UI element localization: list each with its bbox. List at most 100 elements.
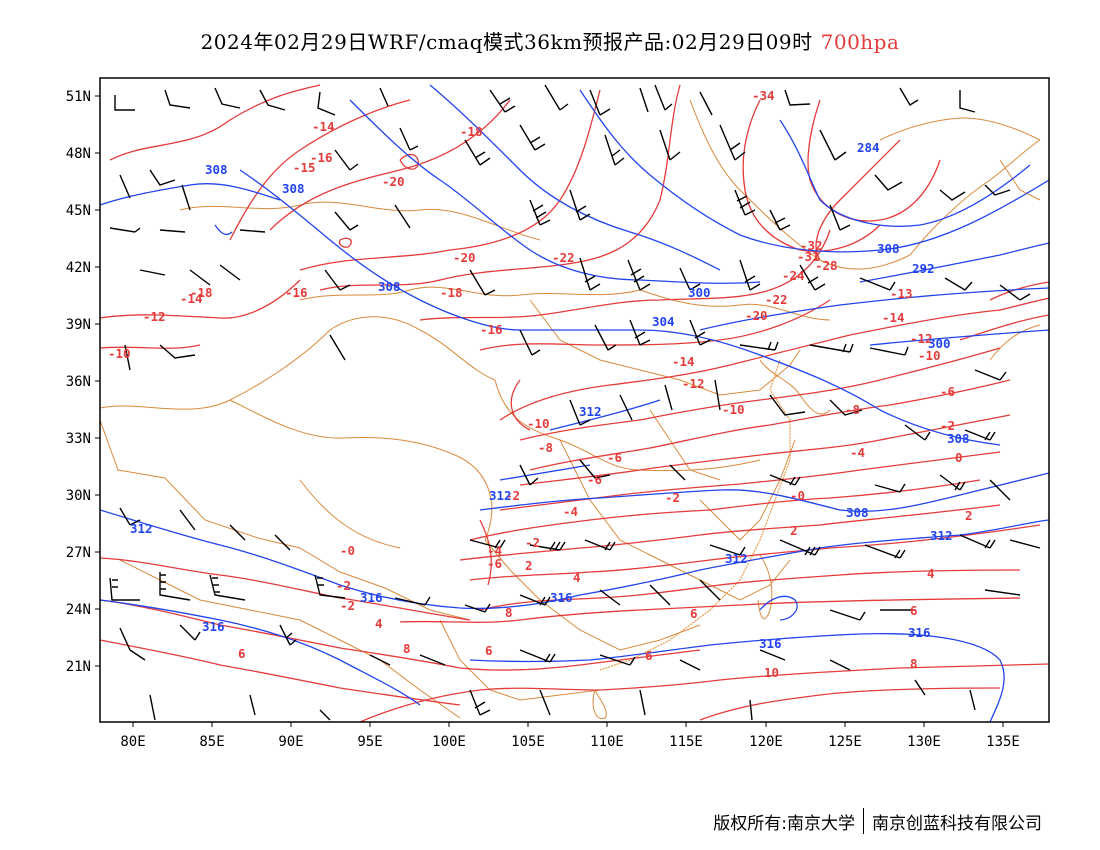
temp-label: 2 xyxy=(525,558,533,573)
map-layers: -34 -14 -18 -16 -15 -20 -22 -20 -18 -32 … xyxy=(100,84,1049,722)
temp-label: -4 xyxy=(563,504,578,519)
temp-label: -14 xyxy=(672,354,695,369)
temp-label: 8 xyxy=(505,605,513,620)
temp-label: -14 xyxy=(180,291,203,306)
temp-label: -14 xyxy=(882,310,905,325)
height-label: 316 xyxy=(759,636,782,651)
temp-label: -16 xyxy=(310,150,333,165)
height-label: 308 xyxy=(877,241,900,256)
temp-label: -16 xyxy=(480,322,503,337)
temp-label: 6 xyxy=(238,646,246,661)
temp-label: 8 xyxy=(403,641,411,656)
temp-label: -4 xyxy=(850,445,865,460)
lat-label: 33N xyxy=(66,431,91,447)
credit-separator xyxy=(863,808,864,834)
lat-label: 51N xyxy=(66,89,91,105)
plot-frame xyxy=(99,77,1050,723)
height-label: 312 xyxy=(930,528,953,543)
temp-label: 2 xyxy=(965,508,973,523)
temp-label: -0 xyxy=(790,488,805,503)
height-label: 312 xyxy=(489,488,512,503)
height-label-group: 284 308 308 308 292 300 308 304 300 312 … xyxy=(130,140,970,651)
temp-label: -18 xyxy=(460,124,483,139)
temp-label: -14 xyxy=(312,119,335,134)
height-label: 308 xyxy=(378,279,401,294)
height-label: 284 xyxy=(857,140,880,155)
temp-label: -28 xyxy=(815,258,838,273)
lon-label: 105E xyxy=(511,734,545,750)
temp-label: -2 xyxy=(525,535,540,550)
temp-label: -10 xyxy=(108,346,131,361)
temp-label: -0 xyxy=(340,543,355,558)
lat-label: 36N xyxy=(66,374,91,390)
lon-label: 125E xyxy=(828,734,862,750)
temp-label: -20 xyxy=(382,174,405,189)
temp-label: 8 xyxy=(910,656,918,671)
lon-label: 90E xyxy=(278,734,303,750)
lat-label: 24N xyxy=(66,602,91,618)
temp-label: 2 xyxy=(790,523,798,538)
temp-label: -34 xyxy=(752,88,775,103)
height-label: 316 xyxy=(360,590,383,605)
temp-label: -18 xyxy=(190,285,213,300)
lon-label: 95E xyxy=(357,734,382,750)
height-label: 312 xyxy=(579,404,602,419)
height-label: 312 xyxy=(725,551,748,566)
height-label: 316 xyxy=(550,590,573,605)
temp-label: -2 xyxy=(336,578,351,593)
height-label: 308 xyxy=(205,162,228,177)
temp-label: 4 xyxy=(573,570,581,585)
lon-label: 135E xyxy=(986,734,1020,750)
temp-label: -2 xyxy=(665,490,680,505)
temp-label: 4 xyxy=(927,566,935,581)
temp-label: -32 xyxy=(800,238,823,253)
lon-label: 80E xyxy=(120,734,145,750)
temp-label: -2 xyxy=(340,598,355,613)
height-label: 308 xyxy=(846,505,869,520)
temp-label: 0 xyxy=(955,450,963,465)
temp-label: -10 xyxy=(722,402,745,417)
lat-label: 30N xyxy=(66,488,91,504)
height-label: 300 xyxy=(688,285,711,300)
temp-label: -22 xyxy=(765,292,788,307)
temp-label: -16 xyxy=(285,285,308,300)
copyright-credit: 版权所有:南京大学 南京创蓝科技有限公司 xyxy=(713,808,1042,834)
temp-label: -10 xyxy=(527,416,550,431)
lon-label: 85E xyxy=(199,734,224,750)
temp-label: 4 xyxy=(375,616,383,631)
temp-label: -20 xyxy=(453,250,476,265)
temp-label: 6 xyxy=(690,606,698,621)
temp-label: 6 xyxy=(645,648,653,663)
temp-label: -8 xyxy=(845,402,860,417)
lon-label: 115E xyxy=(669,734,703,750)
lon-label: 130E xyxy=(907,734,941,750)
axis-ticks xyxy=(95,95,1004,727)
temp-label: -20 xyxy=(745,308,768,323)
temp-label: -6 xyxy=(587,472,602,487)
longitude-labels: 80E 85E 90E 95E 100E 105E 110E 115E 120E… xyxy=(120,734,1020,750)
height-label: 304 xyxy=(652,314,675,329)
temp-label: 6 xyxy=(910,603,918,618)
lat-label: 48N xyxy=(66,146,91,162)
title-main: 2024年02月29日WRF/cmaq模式36km预报产品:02月29日09时 xyxy=(200,30,813,54)
credit-company: 南京创蓝科技有限公司 xyxy=(872,813,1042,834)
map-title: 2024年02月29日WRF/cmaq模式36km预报产品:02月29日09时 7… xyxy=(0,26,1100,55)
height-label: 308 xyxy=(282,181,305,196)
geopotential-height-contours xyxy=(100,84,1049,722)
lat-label: 42N xyxy=(66,260,91,276)
height-label: 312 xyxy=(130,521,153,536)
coastline xyxy=(599,359,791,671)
temp-label: -12 xyxy=(910,331,933,346)
temp-label: -10 xyxy=(918,348,941,363)
temp-label: -2 xyxy=(940,418,955,433)
temp-label: -6 xyxy=(607,450,622,465)
temp-label: -22 xyxy=(552,250,575,265)
temp-label: -24 xyxy=(782,268,805,283)
height-label: 292 xyxy=(912,261,935,276)
temperature-isotherms xyxy=(100,84,1049,722)
latitude-labels: 51N 48N 45N 42N 39N 36N 33N 30N 27N 24N … xyxy=(66,89,91,675)
temp-label: -18 xyxy=(440,285,463,300)
lon-label: 100E xyxy=(432,734,466,750)
lat-label: 45N xyxy=(66,203,91,219)
